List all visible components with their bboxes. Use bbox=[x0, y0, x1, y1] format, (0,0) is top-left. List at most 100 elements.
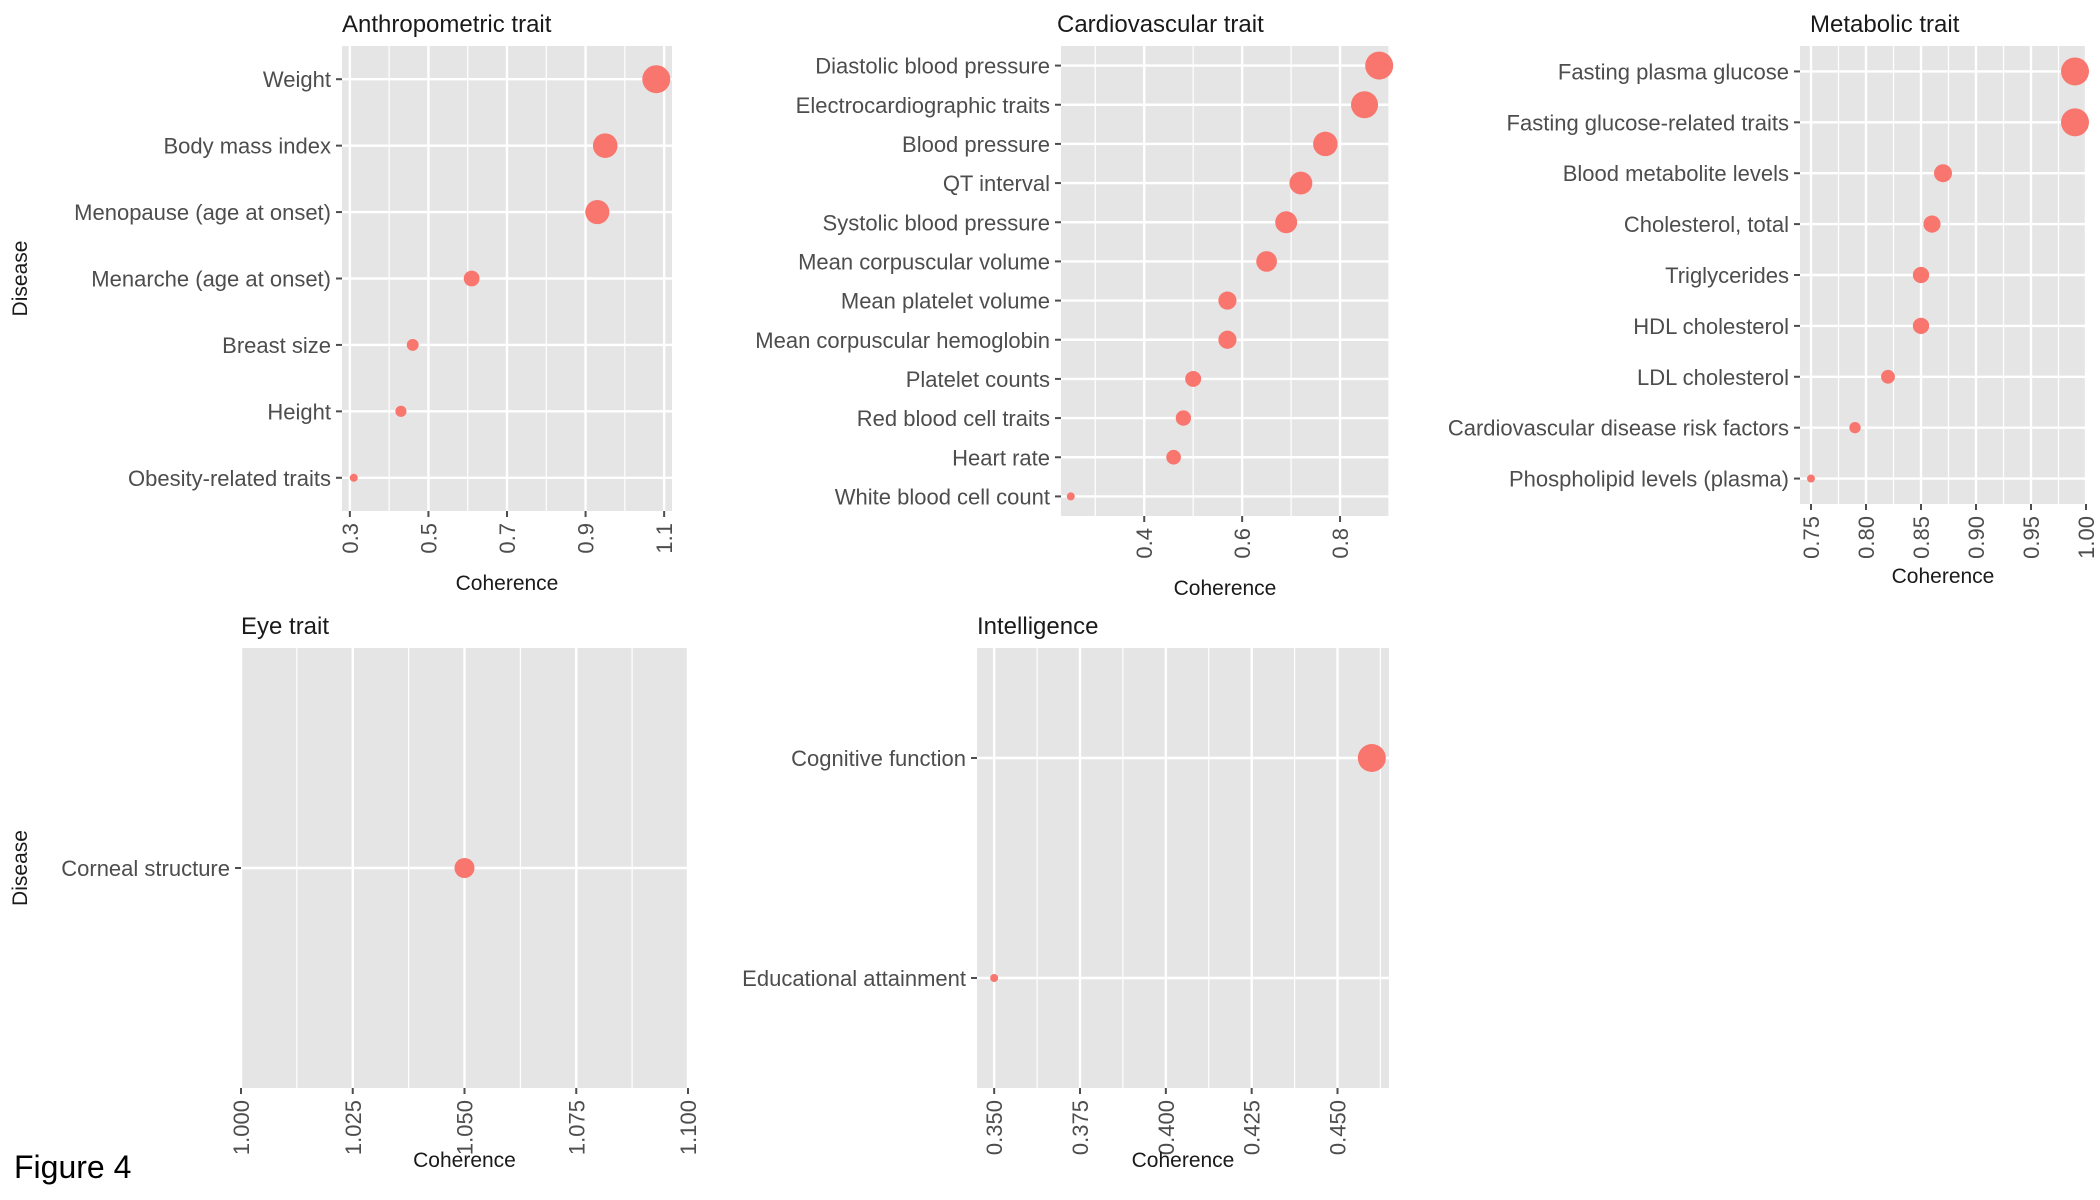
x-tick-label: 0.375 bbox=[1068, 1100, 1093, 1155]
x-axis-label: Coherence bbox=[456, 572, 559, 595]
data-point bbox=[1807, 474, 1815, 483]
x-axis-label: Coherence bbox=[1132, 1149, 1235, 1172]
panel-background bbox=[1061, 46, 1389, 516]
y-tick-label: Menopause (age at onset) bbox=[74, 200, 331, 225]
x-tick-label: 1.000 bbox=[229, 1100, 254, 1155]
x-tick-label: 0.425 bbox=[1240, 1100, 1265, 1155]
data-point bbox=[395, 405, 407, 417]
data-point bbox=[1912, 317, 1930, 335]
x-tick-label: 1.100 bbox=[676, 1100, 701, 1155]
y-tick-label: Cognitive function bbox=[791, 746, 966, 771]
data-point bbox=[1881, 369, 1895, 384]
data-point bbox=[1849, 422, 1861, 434]
x-tick-label: 0.400 bbox=[1154, 1100, 1179, 1155]
y-tick-label: Heart rate bbox=[952, 445, 1050, 470]
x-tick-label: 0.8 bbox=[1328, 528, 1353, 559]
x-tick-label: 1.1 bbox=[652, 523, 677, 554]
chart-title: Cardiovascular trait bbox=[1057, 11, 1264, 38]
panels: Anthropometric trait Weight Body mass inde… bbox=[9, 11, 2099, 1172]
chart-panel-1: Cardiovascular trait Diastolic blood pres… bbox=[755, 11, 1394, 600]
data-point bbox=[1175, 410, 1192, 426]
data-point bbox=[2061, 57, 2089, 86]
x-tick-label: 0.95 bbox=[2019, 516, 2044, 559]
data-point bbox=[406, 338, 419, 351]
x-tick-label: 0.450 bbox=[1326, 1100, 1351, 1155]
y-tick-label: Corneal structure bbox=[61, 856, 230, 881]
y-tick-label: Blood metabolite levels bbox=[1563, 161, 1789, 186]
y-tick-label: Cholesterol, total bbox=[1624, 212, 1789, 237]
chart-panel-0: Anthropometric trait Weight Body mass inde… bbox=[9, 11, 677, 595]
y-tick-label: Electrocardiographic traits bbox=[796, 93, 1050, 118]
y-tick-label: Fasting glucose-related traits bbox=[1507, 110, 1789, 135]
x-tick-label: 0.4 bbox=[1132, 528, 1157, 559]
data-point bbox=[1218, 330, 1237, 349]
x-tick-label: 0.90 bbox=[1964, 516, 1989, 559]
data-point bbox=[463, 270, 480, 287]
chart-title: Anthropometric trait bbox=[342, 11, 552, 38]
data-point bbox=[349, 473, 358, 482]
data-point bbox=[1166, 449, 1181, 465]
data-point bbox=[1934, 164, 1952, 183]
data-point bbox=[585, 200, 610, 225]
x-tick-label: 0.350 bbox=[982, 1100, 1007, 1155]
data-point bbox=[1313, 131, 1338, 157]
y-tick-label: Weight bbox=[263, 67, 331, 92]
chart-title: Intelligence bbox=[977, 613, 1098, 640]
data-point bbox=[454, 858, 475, 878]
y-tick-label: Systolic blood pressure bbox=[823, 210, 1050, 235]
y-tick-label: LDL cholesterol bbox=[1637, 365, 1789, 390]
chart-title: Metabolic trait bbox=[1810, 11, 1960, 38]
y-axis-label: Disease bbox=[9, 830, 32, 906]
chart-panel-4: Intelligence Cognitive function Educationa… bbox=[742, 613, 1389, 1172]
x-tick-label: 1.050 bbox=[453, 1100, 478, 1155]
y-tick-label: Menarche (age at onset) bbox=[91, 267, 331, 292]
x-tick-label: 0.7 bbox=[495, 523, 520, 554]
data-point bbox=[1923, 215, 1941, 233]
y-tick-label: Breast size bbox=[222, 333, 331, 358]
data-point bbox=[990, 974, 999, 982]
y-tick-label: HDL cholesterol bbox=[1633, 314, 1789, 339]
x-tick-label: 0.6 bbox=[1230, 528, 1255, 559]
data-point bbox=[1912, 266, 1930, 284]
y-tick-label: Cardiovascular disease risk factors bbox=[1448, 416, 1789, 441]
data-point bbox=[592, 133, 618, 158]
y-tick-label: Red blood cell traits bbox=[857, 406, 1050, 431]
data-point bbox=[1357, 744, 1386, 772]
data-point bbox=[1185, 370, 1202, 387]
y-tick-label: Phospholipid levels (plasma) bbox=[1509, 467, 1789, 492]
data-point bbox=[1256, 251, 1277, 272]
y-tick-label: Diastolic blood pressure bbox=[815, 54, 1050, 79]
x-tick-label: 0.85 bbox=[1909, 516, 1934, 559]
y-tick-label: Mean corpuscular hemoglobin bbox=[755, 328, 1050, 353]
y-tick-label: Platelet counts bbox=[906, 367, 1050, 392]
y-tick-label: Triglycerides bbox=[1665, 263, 1789, 288]
chart-panel-2: Metabolic trait Fasting plasma glucose Fas… bbox=[1448, 11, 2099, 588]
data-point bbox=[1218, 291, 1237, 310]
y-tick-label: Mean platelet volume bbox=[841, 289, 1050, 314]
data-point bbox=[1066, 492, 1075, 501]
data-point bbox=[1275, 211, 1298, 234]
x-tick-label: 0.5 bbox=[416, 523, 441, 554]
x-tick-label: 1.025 bbox=[341, 1100, 366, 1155]
data-point bbox=[642, 65, 671, 94]
y-tick-label: Mean corpuscular volume bbox=[798, 249, 1050, 274]
y-axis-label: Disease bbox=[9, 241, 32, 317]
x-axis-label: Coherence bbox=[1892, 565, 1995, 588]
x-tick-label: 0.80 bbox=[1854, 516, 1879, 559]
chart-title: Eye trait bbox=[241, 613, 329, 640]
x-tick-label: 1.075 bbox=[564, 1100, 589, 1155]
data-point bbox=[2061, 108, 2089, 137]
y-tick-label: Obesity-related traits bbox=[128, 466, 331, 491]
y-tick-label: Blood pressure bbox=[902, 132, 1050, 157]
y-tick-label: Fasting plasma glucose bbox=[1558, 59, 1789, 84]
figure-label: Figure 4 bbox=[14, 1149, 131, 1185]
x-tick-label: 1.00 bbox=[2074, 516, 2099, 559]
data-point bbox=[1350, 91, 1379, 119]
y-tick-label: Height bbox=[267, 399, 331, 424]
panel-background bbox=[977, 648, 1389, 1088]
y-tick-label: White blood cell count bbox=[835, 484, 1050, 509]
x-axis-label: Coherence bbox=[1174, 577, 1277, 600]
data-point bbox=[1289, 171, 1313, 195]
x-tick-label: 0.9 bbox=[574, 523, 599, 554]
